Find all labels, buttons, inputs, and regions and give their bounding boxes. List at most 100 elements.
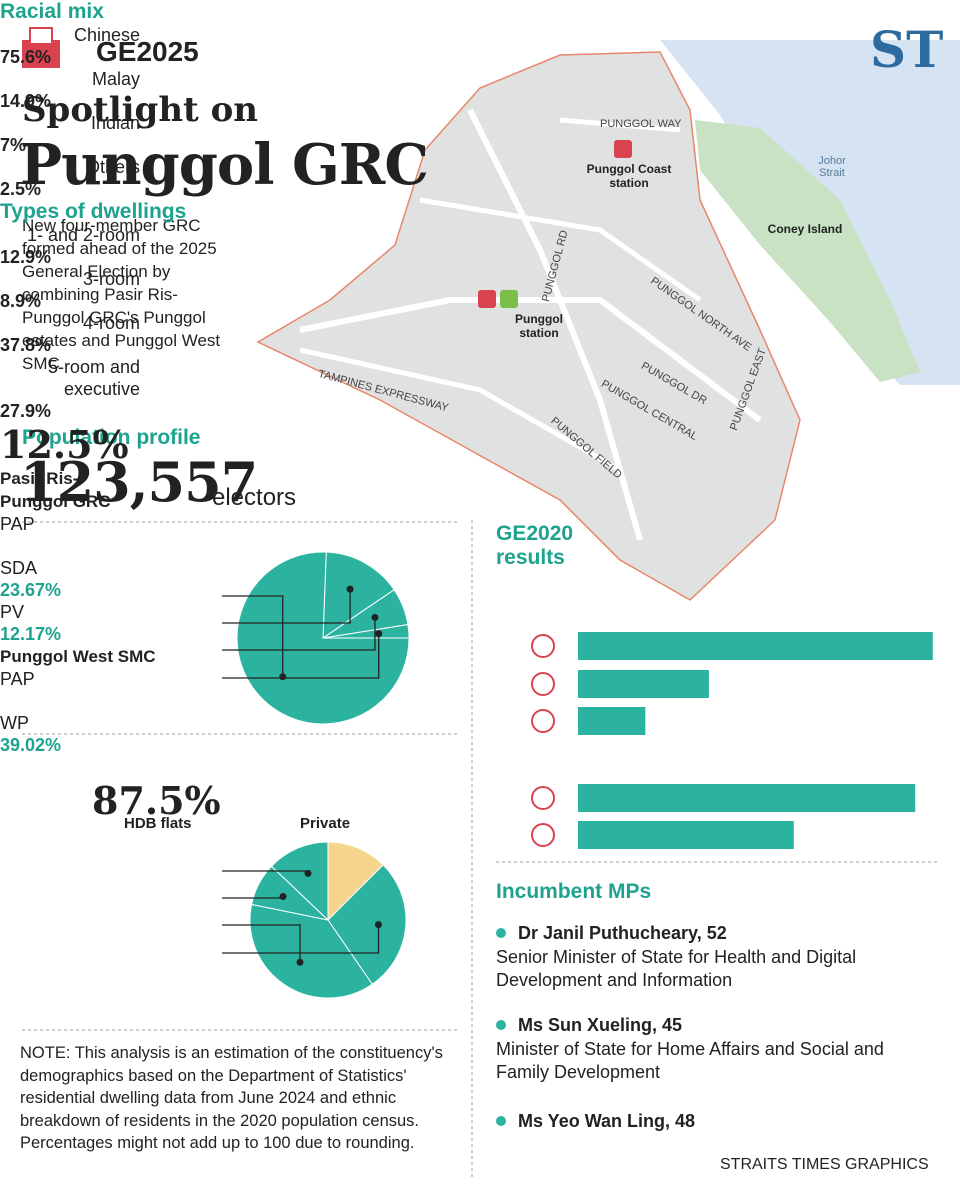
chart-title: Racial mix xyxy=(0,0,104,23)
category-label: Chinese xyxy=(73,25,140,45)
mp-role: Senior Minister of State for Health and … xyxy=(496,947,857,990)
leader-dot xyxy=(375,630,383,638)
chart-title: Types of dwellings xyxy=(0,200,187,223)
value-label: 12.9% xyxy=(0,247,52,267)
map-label: PUNGGOL WAY xyxy=(600,118,682,130)
value-label: 12.17% xyxy=(0,624,62,644)
lrt-icon xyxy=(500,290,518,308)
category-label: 3-room xyxy=(82,269,140,289)
title: Punggol GRC xyxy=(20,132,429,198)
leader-dot xyxy=(304,869,312,877)
value-label: 12.5% xyxy=(0,422,129,467)
mp-list: Dr Janil Puthucheary, 52 Senior Minister … xyxy=(496,922,916,1158)
kicker: Spotlight on xyxy=(22,90,258,130)
leader-dot xyxy=(374,921,382,929)
bar xyxy=(578,821,794,849)
category-label: 4-room xyxy=(82,313,140,333)
mrt-icon xyxy=(478,290,496,308)
bullet xyxy=(496,928,506,938)
note: NOTE: This analysis is an estimation of … xyxy=(20,1044,443,1152)
section-heading: GE2020 results xyxy=(496,522,574,569)
mp-name: Ms Yeo Wan Ling, 48 xyxy=(518,1111,696,1131)
category-label: Indian xyxy=(90,113,140,133)
section-heading: Incumbent MPs xyxy=(496,880,652,903)
pie-slice xyxy=(322,551,395,639)
bar xyxy=(578,707,646,735)
bar xyxy=(578,632,933,660)
map xyxy=(256,40,960,601)
leader-dot xyxy=(296,958,304,966)
pie-slice xyxy=(236,551,410,725)
party-logo xyxy=(531,634,555,658)
value-label: 7% xyxy=(0,135,27,155)
credit: STRAITS TIMES GRAPHICS xyxy=(720,1156,929,1173)
category-label: SDA xyxy=(0,558,38,578)
category-label: 5-room and executive xyxy=(47,357,140,399)
pie-slice xyxy=(327,841,384,922)
leader-dot xyxy=(346,585,354,593)
pie-slice xyxy=(327,864,407,985)
map-label: Punggol station xyxy=(515,312,563,340)
hdb-share: 87.5% xyxy=(92,778,221,823)
road xyxy=(559,117,681,133)
hdb-name: HDB flats xyxy=(124,815,192,832)
bar xyxy=(578,784,916,812)
category-label: PV xyxy=(0,602,25,622)
party-logo xyxy=(531,672,555,696)
ballot-paper xyxy=(29,27,53,45)
category-label: PAP xyxy=(0,514,35,534)
electors: 123,557 xyxy=(20,450,258,514)
party-logo xyxy=(531,823,555,847)
mp: Ms Yeo Wan Ling, 48 xyxy=(496,1110,916,1132)
mp-name: Dr Janil Puthucheary, 52 xyxy=(518,923,727,943)
category-label: 1- and 2-room xyxy=(26,225,140,245)
leader-line xyxy=(222,924,301,963)
leader-line xyxy=(222,617,376,651)
coney-island-land xyxy=(695,120,920,382)
road xyxy=(419,197,702,303)
pie-slice xyxy=(249,903,373,999)
map-label: Punggol Coast station xyxy=(586,162,672,190)
category-label: WP xyxy=(0,713,29,733)
mp-role: Minister of State for Home Affairs and S… xyxy=(496,1039,884,1082)
map-label: Coney Island xyxy=(767,222,843,236)
category-label: PAP xyxy=(0,669,35,689)
road xyxy=(299,347,622,473)
road xyxy=(299,297,762,423)
mp-name: Ms Sun Xueling, 45 xyxy=(518,1015,683,1035)
value-label: 8.9% xyxy=(0,291,42,311)
mp: Dr Janil Puthucheary, 52 Senior Minister … xyxy=(496,922,916,992)
tag: GE2025 xyxy=(96,36,199,67)
party-logo xyxy=(531,709,555,733)
pie-slice xyxy=(270,841,329,922)
chart-text: Racial mix Chinese 75.6% Malay 14.9% Indian 7%… xyxy=(0,0,300,756)
leader-line xyxy=(222,924,380,954)
leader-dot xyxy=(371,613,379,621)
value-label: 64.16% xyxy=(20,536,82,556)
party-logo xyxy=(531,786,555,810)
leader-line xyxy=(222,633,380,679)
bullet xyxy=(496,1116,506,1126)
value-label: 27.9% xyxy=(0,401,52,421)
value-label: 14.9% xyxy=(0,91,52,111)
value-label: 2.5% xyxy=(0,179,42,199)
chart-title: Punggol West SMC xyxy=(0,647,156,666)
unit: electors xyxy=(212,484,297,511)
private-name: Private xyxy=(300,815,351,832)
value-label: 39.02% xyxy=(0,735,62,755)
category-label: Others xyxy=(85,157,140,177)
map-label: Johor Strait xyxy=(818,155,846,179)
mp: Ms Sun Xueling, 45 Minister of State for … xyxy=(496,1014,916,1084)
value-label: 37.8% xyxy=(0,335,52,355)
mrt-icon xyxy=(614,140,632,158)
leader-line xyxy=(222,589,351,624)
section-heading: Population profile xyxy=(22,426,201,449)
logo: ST xyxy=(870,20,944,79)
leader-dot xyxy=(279,893,287,901)
category-label: Malay xyxy=(91,69,140,89)
land xyxy=(256,51,801,601)
value-label: 60.98% xyxy=(20,691,82,711)
bullet xyxy=(496,1020,506,1030)
